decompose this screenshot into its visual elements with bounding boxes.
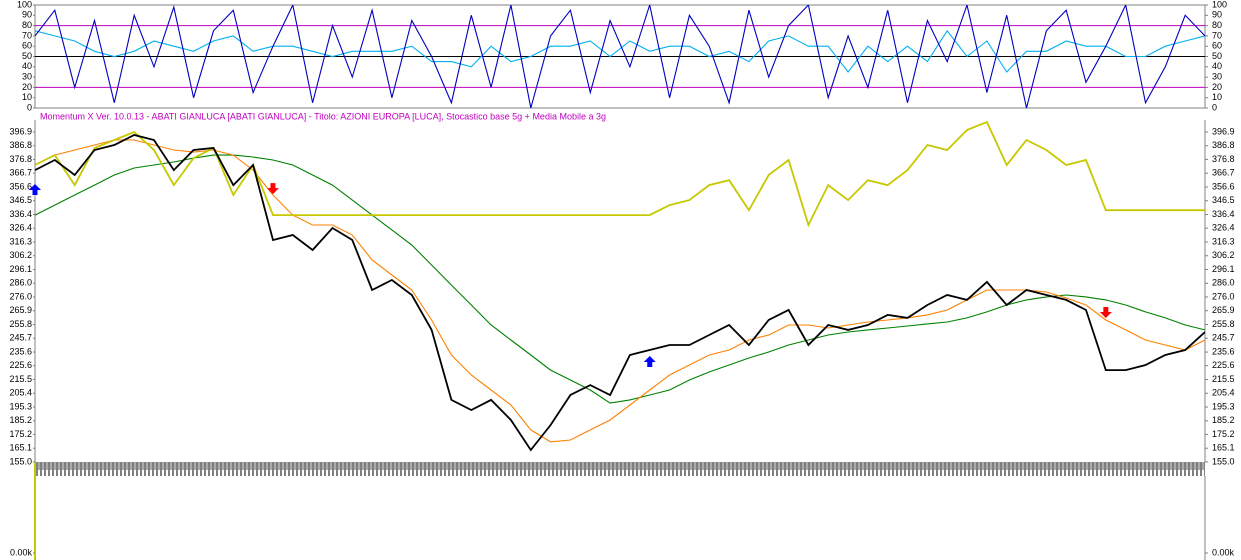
y-tick-label-right: 165.1	[1212, 443, 1235, 453]
y-tick-label-right: 235.6	[1212, 346, 1235, 356]
y-tick-label-right: 245.7	[1212, 333, 1235, 343]
y-tick-label-right: 296.1	[1212, 264, 1235, 274]
y-tick-label: 155.0	[9, 456, 32, 466]
y-tick-label: 245.7	[9, 333, 32, 343]
y-tick-label-right: 50	[1212, 51, 1222, 61]
y-tick-label-right: 40	[1212, 61, 1222, 71]
y-tick-label: 225.6	[9, 360, 32, 370]
plot-area	[35, 5, 1205, 108]
y-tick-label-right: 185.2	[1212, 415, 1235, 425]
y-tick-label-right: 175.2	[1212, 429, 1235, 439]
y-tick-label: 346.5	[9, 195, 32, 205]
y-tick-label: 366.7	[9, 168, 32, 178]
series-line	[35, 154, 1205, 404]
y-tick-label-right: 316.3	[1212, 236, 1235, 246]
date-band	[35, 462, 1205, 476]
y-tick-label-right: 155.0	[1212, 456, 1235, 466]
y-tick-label: 316.3	[9, 236, 32, 246]
series-line	[35, 29, 1205, 73]
y-tick-label: 356.6	[9, 181, 32, 191]
y-tick-label-right: 366.7	[1212, 168, 1235, 178]
y-tick-label-right: 346.5	[1212, 195, 1235, 205]
y-tick-label: 90	[22, 10, 32, 20]
y-tick-label: 205.4	[9, 388, 32, 398]
y-tick-label-right: 326.4	[1212, 223, 1235, 233]
y-tick-label-right: 195.3	[1212, 401, 1235, 411]
y-tick-label: 80	[22, 20, 32, 30]
y-tick-label: 336.4	[9, 209, 32, 219]
y-tick-label-right: 80	[1212, 20, 1222, 30]
y-tick-label: 255.8	[9, 319, 32, 329]
y-tick-label-right: 0	[1212, 102, 1217, 112]
y-tick-label: 0.00k	[10, 547, 33, 557]
y-tick-label-right: 0.00k	[1212, 547, 1235, 557]
y-tick-label: 396.9	[9, 126, 32, 136]
y-tick-label-right: 30	[1212, 71, 1222, 81]
y-tick-label: 50	[22, 51, 32, 61]
y-tick-label-right: 306.2	[1212, 250, 1235, 260]
y-tick-label: 40	[22, 61, 32, 71]
y-tick-label: 175.2	[9, 429, 32, 439]
y-tick-label-right: 265.9	[1212, 305, 1235, 315]
y-tick-label: 286.0	[9, 278, 32, 288]
signal-marker	[643, 356, 656, 368]
y-tick-label-right: 376.8	[1212, 154, 1235, 164]
y-tick-label-right: 10	[1212, 92, 1222, 102]
y-tick-label: 296.1	[9, 264, 32, 274]
y-tick-label: 306.2	[9, 250, 32, 260]
y-tick-label: 235.6	[9, 346, 32, 356]
y-tick-label-right: 215.5	[1212, 374, 1235, 384]
y-tick-label: 20	[22, 82, 32, 92]
y-tick-label: 276.0	[9, 291, 32, 301]
y-tick-label-right: 100	[1212, 0, 1227, 9]
y-tick-label: 386.8	[9, 140, 32, 150]
y-tick-label: 195.3	[9, 401, 32, 411]
y-tick-label-right: 386.8	[1212, 140, 1235, 150]
y-tick-label-right: 336.4	[1212, 209, 1235, 219]
series-line	[35, 120, 1205, 228]
y-tick-label: 10	[22, 92, 32, 102]
y-tick-label-right: 225.6	[1212, 360, 1235, 370]
y-tick-label-right: 286.0	[1212, 278, 1235, 288]
y-tick-label: 185.2	[9, 415, 32, 425]
y-tick-label: 265.9	[9, 305, 32, 315]
y-tick-label-right: 205.4	[1212, 388, 1235, 398]
signal-marker	[29, 183, 41, 195]
y-tick-label-right: 276.0	[1212, 291, 1235, 301]
y-tick-label: 215.5	[9, 374, 32, 384]
y-tick-label: 165.1	[9, 443, 32, 453]
y-tick-label: 0	[27, 102, 32, 112]
chart-subtitle: Momentum X Ver. 10.0.13 - ABATI GIANLUCA…	[40, 111, 606, 121]
plot-area	[35, 120, 1205, 452]
y-tick-label: 326.4	[9, 223, 32, 233]
series-line	[35, 134, 1205, 452]
y-tick-label-right: 90	[1212, 10, 1222, 20]
y-tick-label-right: 356.6	[1212, 181, 1235, 191]
series-line	[35, 5, 1205, 108]
y-tick-label: 100	[17, 0, 32, 9]
y-tick-label-right: 20	[1212, 82, 1222, 92]
y-tick-label-right: 60	[1212, 41, 1222, 51]
y-tick-label: 376.8	[9, 154, 32, 164]
series-line	[35, 139, 1205, 443]
y-tick-label: 70	[22, 30, 32, 40]
signal-marker	[266, 183, 279, 195]
y-tick-label: 30	[22, 71, 32, 81]
y-tick-label: 60	[22, 41, 32, 51]
y-tick-label-right: 70	[1212, 30, 1222, 40]
y-tick-label-right: 255.8	[1212, 319, 1235, 329]
y-tick-label-right: 396.9	[1212, 126, 1235, 136]
signal-marker	[1099, 306, 1112, 318]
